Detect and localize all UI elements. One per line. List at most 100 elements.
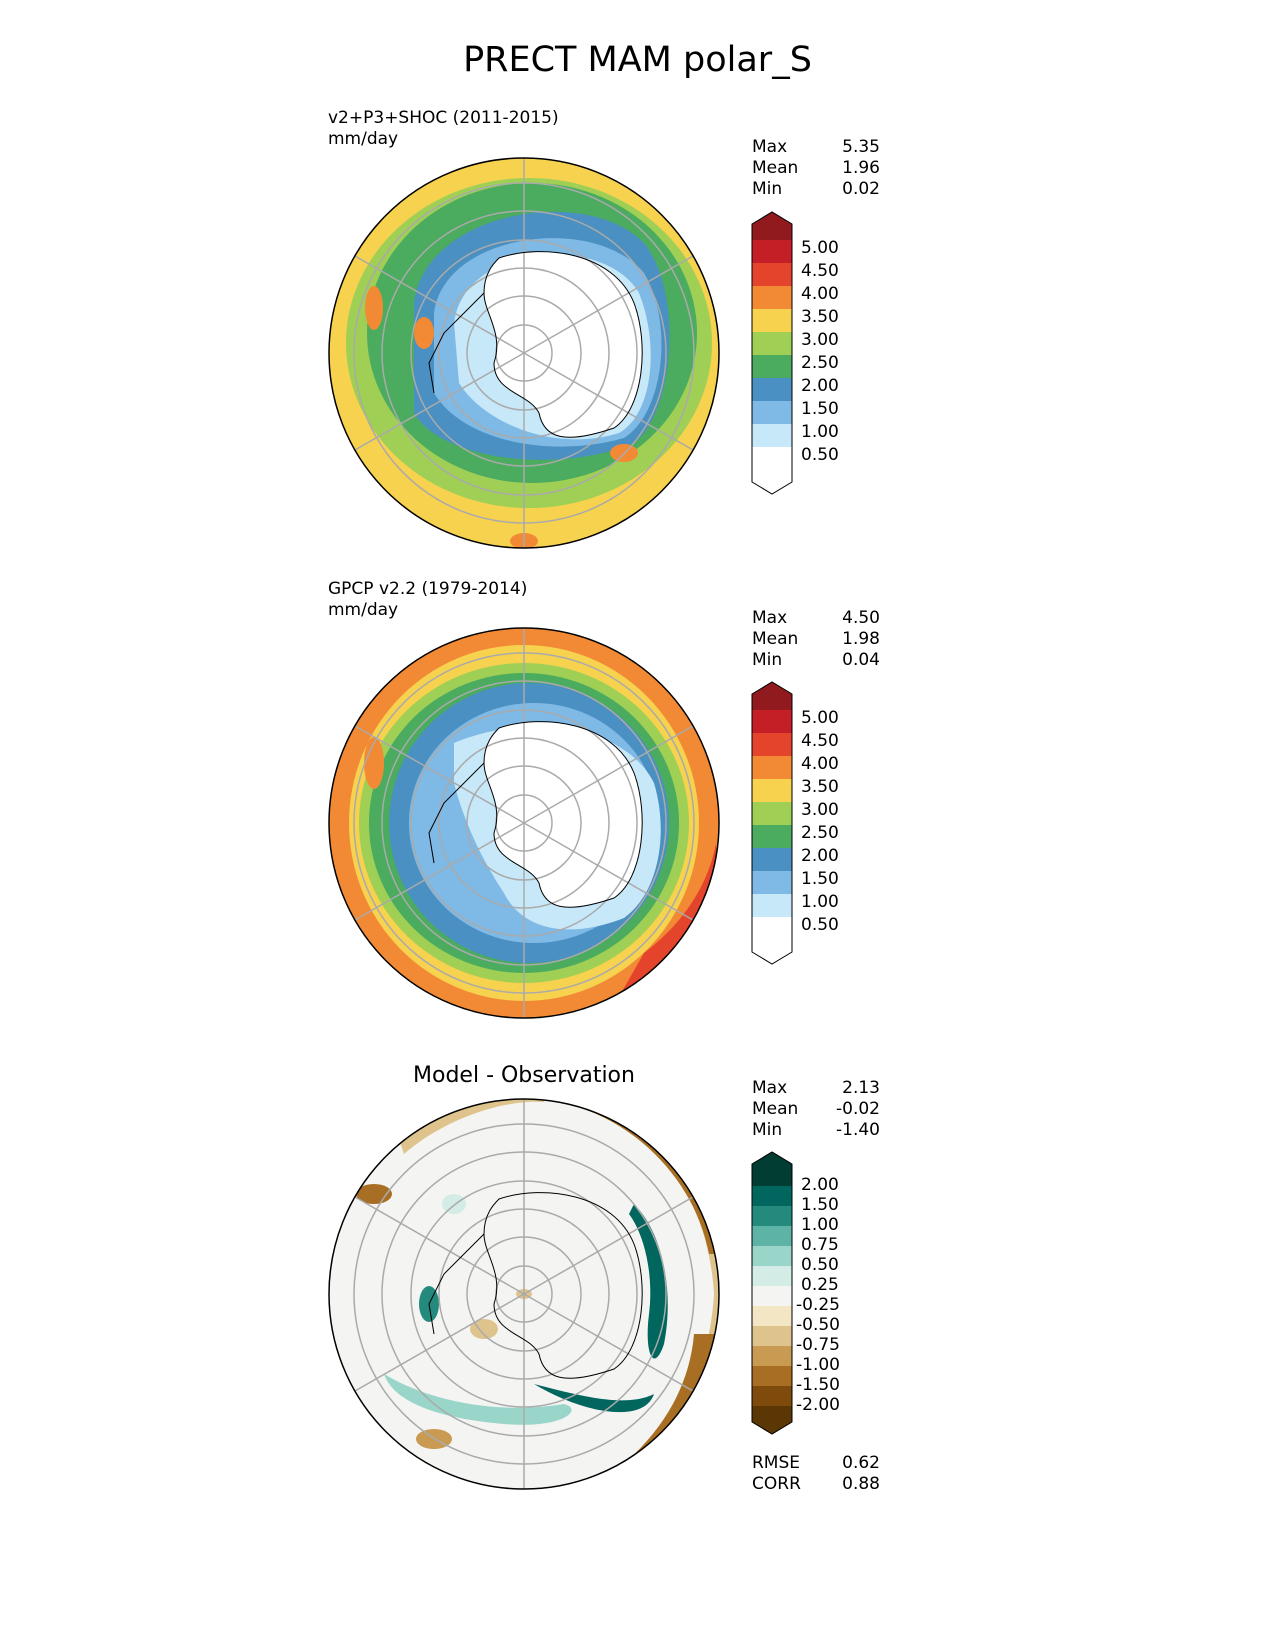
p1-cb-tick-5.00: 5.00: [801, 238, 839, 258]
p2-cb-tick-2.50: 2.50: [801, 823, 839, 843]
panel-2-units: mm/day: [328, 600, 399, 620]
panel-2-stats: Max 4.50 Mean 1.98 Min 0.04: [752, 608, 880, 671]
p2-cb-bin-0: [752, 940, 792, 964]
p1-cb-bin-5: [752, 355, 792, 378]
panel-1-min-value: 0.02: [842, 179, 880, 199]
panel-1-units: mm/day: [328, 129, 399, 149]
p2-cb-tick-3.00: 3.00: [801, 800, 839, 820]
p2-colorbar-outline: [751, 681, 793, 965]
panel-2-mean-value: 1.98: [842, 629, 880, 649]
p1-colorbar-bins: [752, 212, 792, 494]
p2-graticule: [353, 628, 695, 1018]
panel-3-mean-label: Mean: [752, 1099, 799, 1119]
p2-cb-bin-4: [752, 848, 792, 871]
p3-cb-tick-2.00: 2.00: [801, 1175, 839, 1195]
panel-1-max-label: Max: [752, 137, 788, 157]
p2-cb-bin-1: [752, 917, 792, 940]
panel-3-min-value: -1.40: [836, 1120, 880, 1140]
p3-cb-tick-neg-0.75: -0.75: [796, 1335, 840, 1355]
panel-1-mean-value: 1.96: [842, 158, 880, 178]
panel-2-title: GPCP v2.2 (1979-2014) mm/day: [328, 579, 527, 621]
panel-2-max-value: 4.50: [842, 608, 880, 628]
p3-cb-bin-4: [752, 1326, 792, 1346]
p3-patch-teal-bottom: [534, 1384, 654, 1413]
p1-cb-tick-2.50: 2.50: [801, 353, 839, 373]
p3-cb-tick-0.75: 0.75: [801, 1235, 839, 1255]
panel-1-mean-label: Mean: [752, 158, 799, 178]
p1-coastline: [428, 251, 643, 438]
panel-2-mean-label: Mean: [752, 629, 799, 649]
p2-cb-bin-8: [752, 756, 792, 779]
p3-cb-bin-1: [752, 1386, 792, 1406]
p3-colorbar-bins: [752, 1152, 792, 1434]
panel-1-min-label: Min: [752, 179, 783, 199]
p3-cb-bin-11: [752, 1186, 792, 1206]
p1-cb-tick-0.50: 0.50: [801, 445, 839, 465]
p1-cb-bin-8: [752, 286, 792, 309]
p2-cb-tick-3.50: 3.50: [801, 777, 839, 797]
p3-cb-bin-8: [752, 1246, 792, 1266]
corr-value: 0.88: [842, 1474, 880, 1494]
panel-3-max-value: 2.13: [842, 1078, 880, 1098]
p3-cb-bin-12: [752, 1152, 792, 1186]
p2-cb-tick-4.50: 4.50: [801, 731, 839, 751]
p1-patch-orange-peninsula: [414, 317, 434, 349]
p1-cb-bin-1: [752, 447, 792, 470]
p2-cb-bin-9: [752, 733, 792, 756]
panel-2-title-line1: GPCP v2.2 (1979-2014): [328, 579, 528, 599]
p3-cb-tick-0.50: 0.50: [801, 1255, 839, 1275]
panel-3-max-label: Max: [752, 1078, 788, 1098]
p2-cb-bin-6: [752, 802, 792, 825]
p1-colorbar-outline: [751, 211, 793, 495]
p1-graticule: [353, 158, 695, 548]
p3-cb-bin-9: [752, 1226, 792, 1246]
p1-cb-bin-7: [752, 309, 792, 332]
p1-cb-bin-0: [752, 470, 792, 494]
panel-2-colorbar: [751, 681, 793, 965]
p2-cb-tick-1.00: 1.00: [801, 892, 839, 912]
p2-cb-tick-2.00: 2.00: [801, 846, 839, 866]
p2-cb-bin-3: [752, 871, 792, 894]
p3-cb-tick-neg-1.50: -1.50: [796, 1375, 840, 1395]
p1-patch-orange-left: [365, 286, 383, 330]
p2-cb-tick-4.00: 4.00: [801, 754, 839, 774]
p3-cb-bin-10: [752, 1206, 792, 1226]
figure-title: PRECT MAM polar_S: [463, 40, 812, 80]
p1-cb-tick-4.50: 4.50: [801, 261, 839, 281]
p1-cb-bin-6: [752, 332, 792, 355]
p1-cb-tick-2.00: 2.00: [801, 376, 839, 396]
p3-graticule: [353, 1099, 695, 1489]
p3-patch-teal-right: [629, 1204, 668, 1359]
p3-cb-bin-6: [752, 1286, 792, 1306]
p3-cb-tick-neg-0.25: -0.25: [796, 1295, 840, 1315]
panel-1-polar-map: [328, 157, 720, 549]
p1-cb-bin-3: [752, 401, 792, 424]
p2-cb-bin-11: [752, 682, 792, 710]
p3-cb-bin-5: [752, 1306, 792, 1326]
panel-2-min-value: 0.04: [842, 650, 880, 670]
p2-cb-bin-10: [752, 710, 792, 733]
p3-colorbar-outline: [751, 1151, 793, 1435]
panel-1-title: v2+P3+SHOC (2011-2015) mm/day: [328, 108, 559, 150]
p2-cb-bin-5: [752, 825, 792, 848]
panel-2-polar-map: [328, 627, 720, 1019]
p3-map-boundary: [328, 1098, 720, 1490]
panel-2-min-label: Min: [752, 650, 783, 670]
p1-cb-bin-4: [752, 378, 792, 401]
p3-cb-tick-1.00: 1.00: [801, 1215, 839, 1235]
rmse-value: 0.62: [842, 1453, 880, 1473]
p2-colorbar-bins: [752, 682, 792, 964]
p3-cb-tick-neg-1.00: -1.00: [796, 1355, 840, 1375]
panel-2-max-label: Max: [752, 608, 788, 628]
p1-map-boundary: [328, 157, 720, 549]
p1-cb-tick-1.50: 1.50: [801, 399, 839, 419]
rmse-label: RMSE: [752, 1453, 801, 1473]
p2-cb-bin-7: [752, 779, 792, 802]
p1-cb-tick-3.00: 3.00: [801, 330, 839, 350]
p1-cb-bin-2: [752, 424, 792, 447]
p3-patch-tan-center: [470, 1319, 498, 1339]
p1-cb-bin-10: [752, 240, 792, 263]
p2-cb-tick-5.00: 5.00: [801, 708, 839, 728]
p2-cb-bin-2: [752, 894, 792, 917]
panel-3-polar-map: [328, 1098, 720, 1490]
